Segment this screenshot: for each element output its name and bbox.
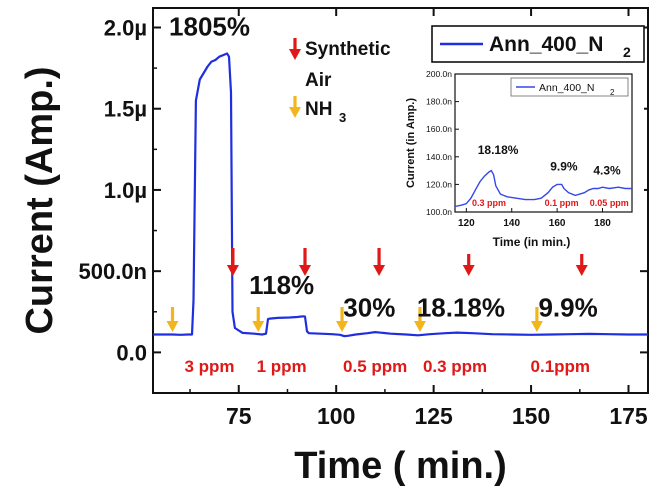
inset-y-tick-label: 120.0n xyxy=(426,179,452,189)
y-tick-label: 1.5µ xyxy=(104,97,147,122)
inset-legend-label: Ann_400_N xyxy=(539,82,594,94)
nh3-arrow xyxy=(413,307,426,332)
inset-x-tick-label: 180 xyxy=(594,218,611,229)
x-axis-label: Time ( min.) xyxy=(294,445,507,487)
synthetic-air-arrow xyxy=(373,248,386,276)
response-label: 30% xyxy=(343,293,395,323)
inset-x-axis-label: Time (in min.) xyxy=(493,235,571,249)
inset-response-label: 18.18% xyxy=(478,143,519,157)
nh3-arrow-head xyxy=(252,321,265,332)
inset-concentration-label: 0.3 ppm xyxy=(472,198,506,208)
legend-label: Ann_400_N xyxy=(489,33,603,56)
synthetic-air-arrow-head xyxy=(226,265,239,276)
y-tick-label: 1.0µ xyxy=(104,178,147,203)
x-tick-label: 150 xyxy=(512,403,550,429)
inset-response-label: 4.3% xyxy=(593,164,621,178)
synthetic-air-arrow-head xyxy=(373,265,386,276)
legend-air-arrow xyxy=(289,38,301,60)
inset-series-line-0 xyxy=(454,169,632,208)
nh3-arrow-head xyxy=(413,321,426,332)
inset-legend-subscript: 2 xyxy=(610,88,615,97)
inset-frame xyxy=(454,73,633,213)
nh3-arrow-head xyxy=(166,321,179,332)
main-plot: 75 100 125 150 175 0.0 500.0n 1.0µ 1.5µ 2.0µ Time … xyxy=(19,7,649,487)
y-tick-label: 0.0 xyxy=(116,340,147,365)
nh3-arrow xyxy=(336,307,349,332)
nh3-arrow xyxy=(252,307,265,332)
inset-x-tick-label: 140 xyxy=(503,218,520,229)
nh3-arrow-head xyxy=(530,321,543,332)
y-tick-label: 500.0n xyxy=(79,259,148,284)
synthetic-air-arrow-head xyxy=(299,265,312,276)
inset-x-tick-label: 120 xyxy=(458,218,475,229)
inset-plot: 120 140 160 180 100.0n 120.0n 140.0n 160.0n 180.… xyxy=(402,68,644,254)
x-tick-label: 75 xyxy=(226,403,252,429)
synthetic-air-arrow-head xyxy=(462,265,475,276)
inset-x-tick-label: 160 xyxy=(549,218,566,229)
legend-air-arrow-head xyxy=(289,49,301,60)
legend-nh3-subscript: 3 xyxy=(339,110,346,125)
inset-y-tick-label: 200.0n xyxy=(426,69,452,79)
inset-y-tick-label: 140.0n xyxy=(426,152,452,162)
inset-y-tick-label: 100.0n xyxy=(426,207,452,217)
inset-concentration-label: 0.05 ppm xyxy=(590,198,629,208)
inset-y-axis-label: Current (in Amp.) xyxy=(405,98,417,188)
legend-label-subscript: 2 xyxy=(623,44,631,60)
legend-nh3-arrow xyxy=(289,96,301,118)
plot-frame xyxy=(152,7,649,394)
x-tick-label: 175 xyxy=(609,403,648,429)
concentration-label: 0.1ppm xyxy=(531,357,591,376)
response-label: 118% xyxy=(249,270,314,300)
synthetic-air-arrow xyxy=(226,248,239,276)
y-axis-label: Current (Amp.) xyxy=(19,66,61,334)
concentration-label: 1 ppm xyxy=(257,357,307,376)
inset-legend-box xyxy=(510,77,629,97)
concentration-label: 0.3 ppm xyxy=(423,357,487,376)
inset-y-tick-label: 180.0n xyxy=(426,97,452,107)
synthetic-air-arrow-head xyxy=(575,265,588,276)
x-tick-label: 125 xyxy=(414,403,453,429)
legend-nh3-arrow-head xyxy=(289,107,301,118)
nh3-arrow xyxy=(166,307,179,332)
nh3-arrow xyxy=(530,307,543,332)
legend-air-label-2: Air xyxy=(305,70,332,91)
nh3-arrow-head xyxy=(336,321,349,332)
series-line-0 xyxy=(153,52,648,338)
response-label: 1805% xyxy=(169,12,250,42)
y-tick-label: 2.0µ xyxy=(104,15,147,40)
legend-air-label: Synthetic xyxy=(305,39,391,60)
inset-y-tick-label: 160.0n xyxy=(426,124,452,134)
synthetic-air-arrow xyxy=(299,248,312,276)
inset-concentration-label: 0.1 ppm xyxy=(545,198,579,208)
response-label: 9.9% xyxy=(538,293,597,323)
response-label: 18.18% xyxy=(417,293,505,323)
legend-nh3-label: NH xyxy=(305,99,332,120)
x-tick-label: 100 xyxy=(317,403,355,429)
concentration-label: 0.5 ppm xyxy=(343,357,407,376)
inset-response-label: 9.9% xyxy=(550,160,578,174)
concentration-label: 3 ppm xyxy=(184,357,234,376)
inset-background xyxy=(402,68,644,254)
